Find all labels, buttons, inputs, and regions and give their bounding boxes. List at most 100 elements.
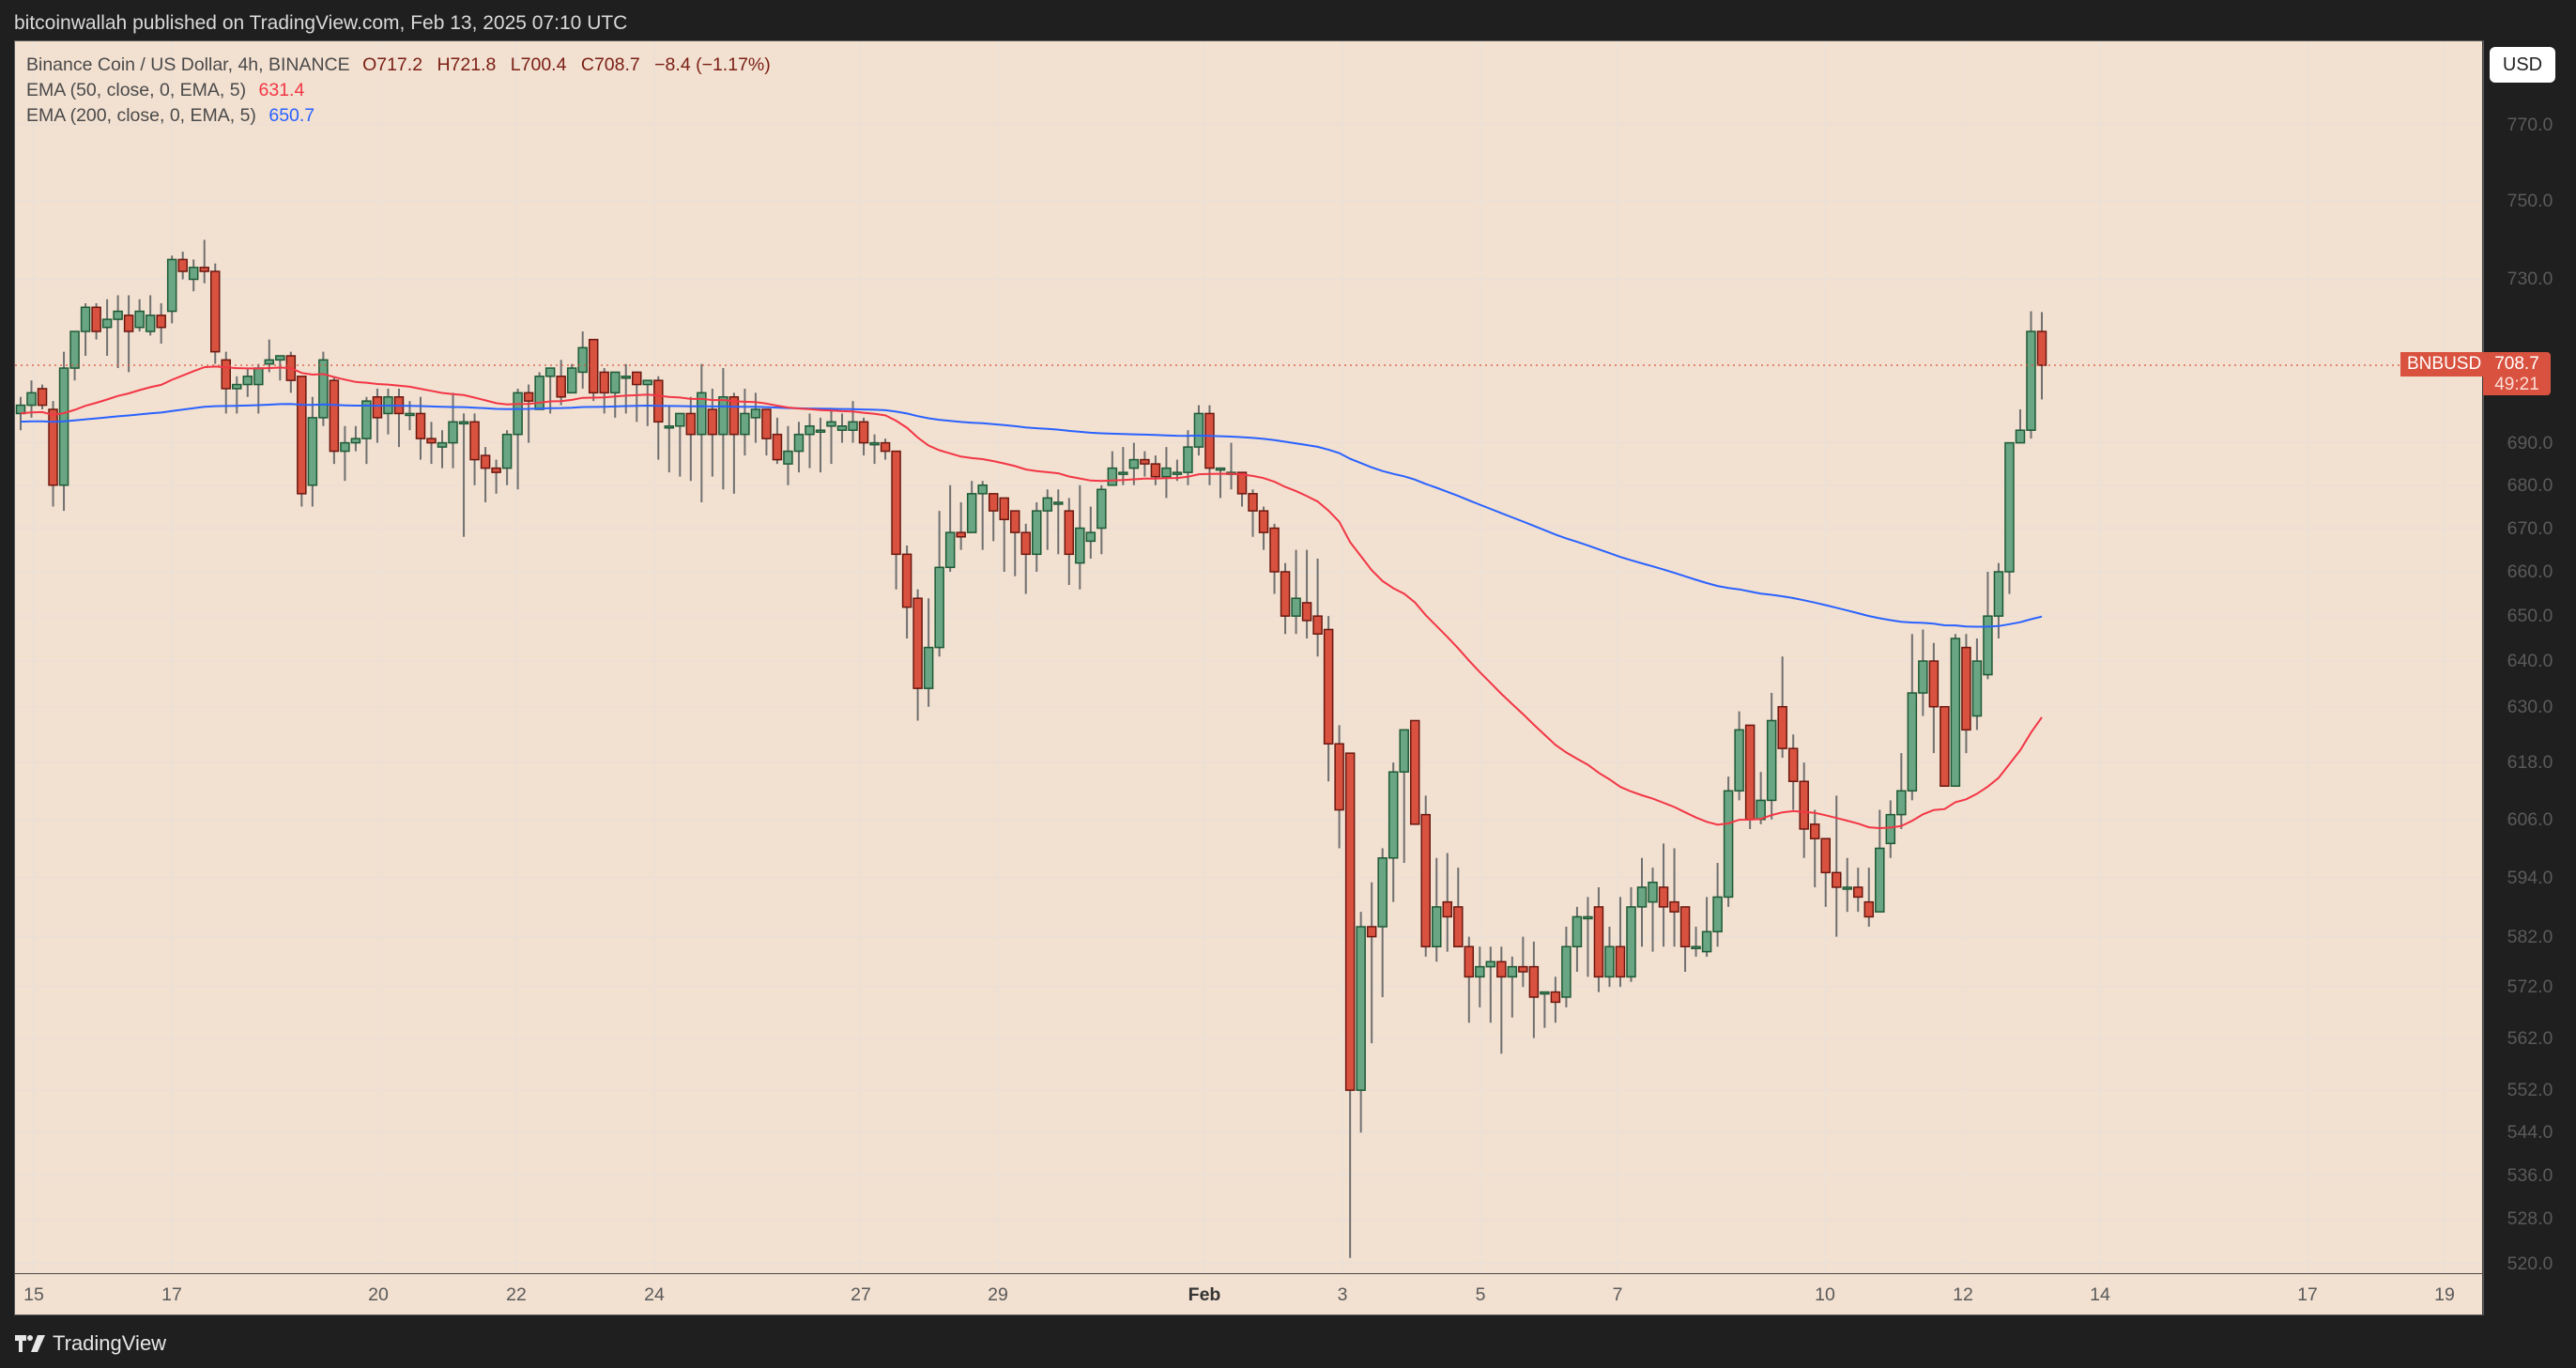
candle-up <box>1540 991 1550 995</box>
candle-up <box>361 400 372 439</box>
candle-down <box>1853 886 1863 899</box>
candle-up <box>1561 945 1572 998</box>
candle-down <box>1442 900 1453 918</box>
currency-button[interactable]: USD <box>2490 47 2555 83</box>
price-tick-label: 650.0 <box>2507 606 2553 627</box>
candle-down <box>999 497 1009 521</box>
candle-up <box>437 441 448 448</box>
candle-up <box>458 421 469 425</box>
candle-up <box>448 421 458 444</box>
price-tick-label: 582.0 <box>2507 926 2553 947</box>
ema50-line <box>20 365 2043 830</box>
candle-up <box>1691 945 1701 949</box>
candle-up <box>1042 497 1053 512</box>
candle-down <box>221 359 232 390</box>
candle-down <box>1344 752 1356 1091</box>
time-tick-label: 20 <box>368 1284 389 1305</box>
ema200-legend-row[interactable]: EMA (200, close, 0, EMA, 5) 650.7 <box>26 103 780 129</box>
symbol-legend-row[interactable]: Binance Coin / US Dollar, 4h, BINANCE O7… <box>26 53 780 78</box>
candle-down <box>1334 743 1344 811</box>
candle-down <box>1863 900 1875 918</box>
low-value: L700.4 <box>510 54 567 75</box>
candle-up <box>740 412 750 436</box>
candle-down <box>556 376 566 398</box>
price-tick-label: 670.0 <box>2507 517 2553 539</box>
candle-up <box>944 531 956 569</box>
candle-down <box>123 315 134 332</box>
price-tick-label: 750.0 <box>2507 190 2553 211</box>
candle-up <box>1636 886 1648 908</box>
candle-up <box>58 367 69 486</box>
time-tick-label: 17 <box>2297 1284 2318 1305</box>
candle-up <box>1734 729 1744 792</box>
candle-down <box>1799 780 1809 830</box>
last-price-badge: 708.7 49:21 <box>2483 352 2551 395</box>
candle-down <box>480 454 491 469</box>
price-tick-label: 730.0 <box>2507 269 2553 290</box>
candle-up <box>134 310 145 329</box>
candle-down <box>1248 493 1258 512</box>
candle-up <box>836 425 848 431</box>
candle-up <box>826 421 836 427</box>
candle-up <box>513 392 523 436</box>
candle-down <box>1204 412 1215 469</box>
chart-pane[interactable] <box>14 40 2484 1315</box>
candle-up <box>1215 467 1226 471</box>
candle-down <box>599 371 609 394</box>
candle-down <box>156 315 166 329</box>
candle-up <box>1907 692 1918 792</box>
candle-up <box>166 258 177 313</box>
tradingview-logo-icon <box>15 1335 45 1352</box>
candle-down <box>523 392 534 402</box>
candle-down <box>1269 527 1280 573</box>
candle-up <box>1032 510 1042 556</box>
candle-down <box>372 396 383 419</box>
time-scale-divider <box>14 1273 2483 1274</box>
candle-up <box>1485 961 1496 968</box>
candle-down <box>1236 471 1248 495</box>
candle-down <box>1140 458 1150 465</box>
candle-up <box>934 566 944 649</box>
candle-up <box>1096 488 1107 530</box>
candle-up <box>621 376 631 379</box>
symbol-badge: BNBUSD <box>2400 352 2489 377</box>
price-tick-label: 618.0 <box>2507 752 2553 774</box>
candle-down <box>1312 615 1323 635</box>
candle-up <box>977 484 988 495</box>
ema50-legend-row[interactable]: EMA (50, close, 0, EMA, 5) 631.4 <box>26 78 780 103</box>
candle-up <box>501 433 513 469</box>
candle-up <box>1107 467 1118 486</box>
candle-down <box>891 450 901 556</box>
candle-up <box>26 392 37 407</box>
candle-down <box>1820 838 1831 874</box>
candle-down <box>1809 823 1820 839</box>
candle-down <box>1787 747 1799 782</box>
candle-up <box>1377 857 1388 928</box>
tradingview-brand[interactable]: TradingView <box>15 1331 166 1356</box>
candle-down <box>1669 900 1679 913</box>
symbol-title: Binance Coin / US Dollar, 4h, BINANCE <box>26 54 350 75</box>
candle-down <box>2036 330 2047 366</box>
candle-up <box>544 367 556 377</box>
price-tick-label: 594.0 <box>2507 867 2553 888</box>
candle-down <box>588 338 599 394</box>
candle-up <box>307 417 318 486</box>
candle-up <box>405 412 415 417</box>
candle-down <box>426 438 437 444</box>
ema200-label: EMA (200, close, 0, EMA, 5) <box>26 105 256 126</box>
candle-down <box>415 412 426 439</box>
candle-up <box>923 646 934 689</box>
ema200-value: 650.7 <box>268 105 315 126</box>
time-tick-label: Feb <box>1188 1284 1221 1305</box>
price-tick-label: 544.0 <box>2507 1122 2553 1144</box>
candle-up <box>848 421 858 431</box>
candle-up <box>1291 597 1301 617</box>
candle-down <box>1150 463 1161 478</box>
candle-down <box>632 371 642 386</box>
brand-name: TradingView <box>53 1331 167 1355</box>
candle-up <box>1475 965 1485 978</box>
candle-up <box>1875 847 1885 913</box>
candle-down <box>761 408 772 439</box>
candle-down <box>901 553 912 608</box>
